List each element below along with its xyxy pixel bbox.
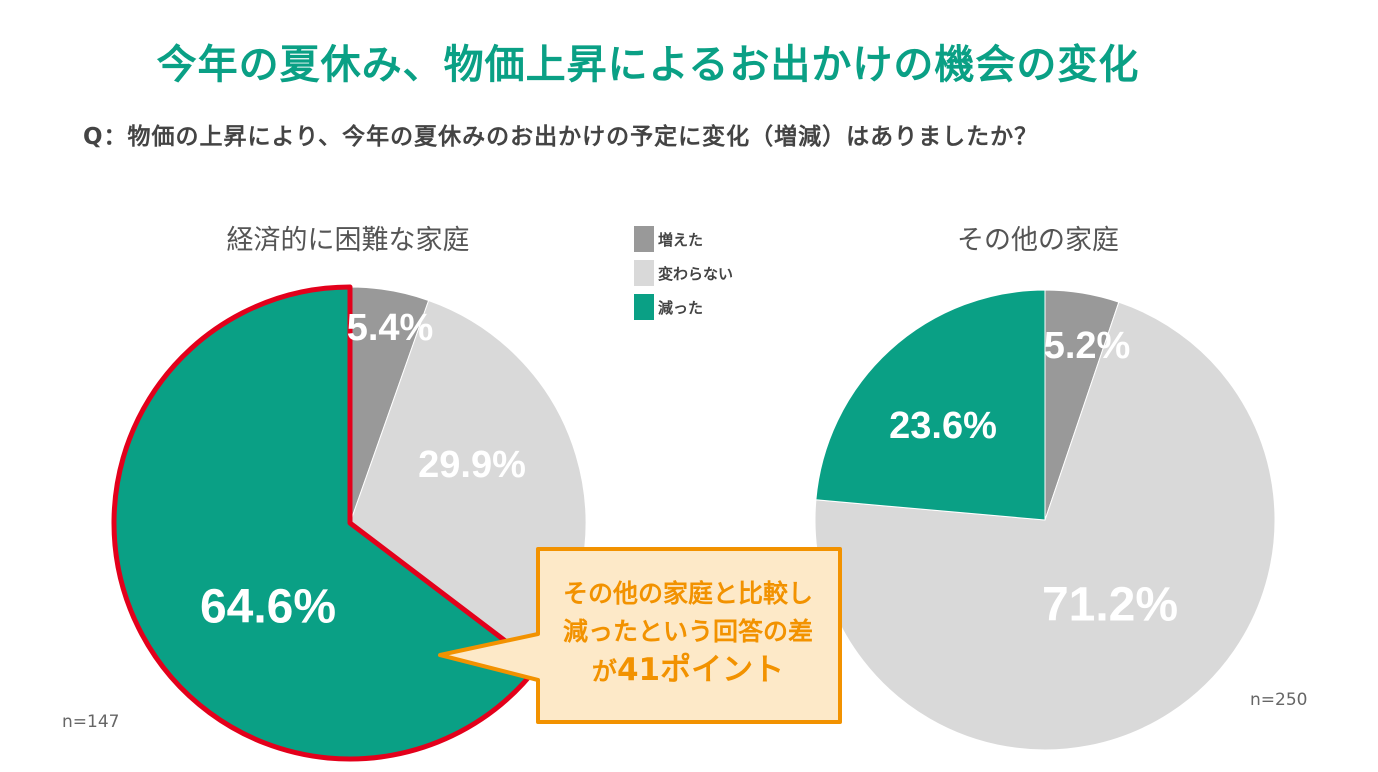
legend-label-unchanged: 変わらない — [658, 264, 734, 283]
legend-swatch-decreased — [634, 294, 654, 320]
n-label-other: n=250 — [1250, 690, 1308, 710]
pie-difficult: 5.4% 29.9% 64.6% — [111, 284, 587, 762]
pie-other-decreased-slice — [815, 289, 1046, 521]
pie-other-decreased-value-label: 23.6% — [889, 405, 997, 447]
pie-title-other: その他の家庭 — [957, 225, 1119, 256]
pie-other-unchanged-value-label: 71.2% — [1042, 579, 1178, 632]
legend-swatch-increased — [634, 226, 654, 252]
legend: 増えた 変わらない 減った — [634, 222, 733, 324]
survey-question: Q：物価の上昇により、今年の夏休みのお出かけの予定に変化（増減）はありましたか？ — [83, 124, 1039, 150]
page-title: 今年の夏休み、物価上昇によるお出かけの機会の変化 — [156, 42, 1140, 88]
legend-item-unchanged: 変わらない — [634, 256, 733, 290]
pie-other-increased-value-label: 5.2% — [1044, 325, 1131, 367]
pie-difficult-decreased-value-label: 64.6% — [200, 581, 336, 634]
highlight-outline — [111, 284, 541, 762]
legend-swatch-unchanged — [634, 260, 654, 286]
legend-item-decreased: 減った — [634, 290, 733, 324]
pie-difficult-increased-value-label: 5.4% — [347, 307, 434, 349]
legend-label-decreased: 減った — [658, 298, 704, 317]
callout-line-3-prefix: が — [591, 657, 617, 686]
callout-line-1: その他の家庭と比較し — [562, 579, 813, 608]
callout-text: その他の家庭と比較し 減ったという回答の差 が41ポイント — [540, 575, 836, 691]
n-label-difficult: n=147 — [62, 712, 120, 732]
pie-other: 5.2% 71.2% 23.6% — [814, 289, 1276, 751]
pie-difficult-unchanged-value-label: 29.9% — [418, 444, 526, 486]
callout-line-3-main: 41ポイント — [616, 652, 785, 688]
pie-other-unchanged-slice — [814, 301, 1276, 751]
callout-line-2: 減ったという回答の差 — [562, 617, 813, 646]
pie-title-difficult: 経済的に困難な家庭 — [226, 225, 470, 256]
legend-label-increased: 増えた — [658, 230, 704, 249]
callout-bubble — [438, 547, 842, 724]
legend-item-increased: 増えた — [634, 222, 733, 256]
